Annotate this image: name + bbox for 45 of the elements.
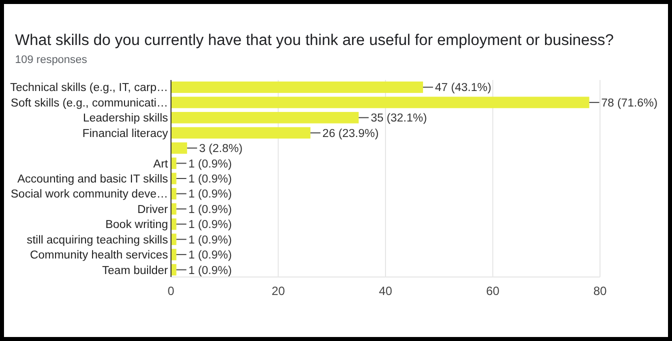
y-tick-label: Book writing: [105, 219, 168, 232]
bar: [171, 172, 176, 184]
data-label: 1 (0.9%): [188, 219, 232, 232]
data-label: 78 (71.6%): [601, 97, 658, 110]
data-label: 1 (0.9%): [188, 188, 232, 201]
bar: [171, 142, 188, 154]
y-tick-label: Team builder: [102, 264, 168, 277]
y-tick-label: Accounting and basic IT skills: [17, 174, 168, 186]
y-tick-label: Community health services: [30, 250, 168, 262]
bar: [171, 158, 176, 169]
bar: [171, 112, 359, 124]
x-tick-label: 60: [486, 284, 500, 298]
bar: [171, 188, 176, 200]
y-tick-label: Driver: [137, 204, 168, 216]
bar: [171, 218, 176, 230]
bar: [171, 264, 176, 276]
bar: [171, 96, 590, 108]
y-tick-label: Technical skills (e.g., IT, carp…: [10, 82, 168, 94]
data-label: 1 (0.9%): [188, 250, 232, 262]
y-tick-label: Leadership skills: [82, 112, 168, 125]
bar: [171, 82, 424, 93]
bar: [171, 203, 176, 215]
bar: [171, 248, 176, 260]
data-label: 26 (23.9%): [322, 128, 379, 140]
data-label: 47 (43.1%): [435, 82, 492, 94]
x-tick-label: 40: [378, 284, 392, 298]
y-tick-label: Art: [153, 158, 169, 170]
data-label: 1 (0.9%): [188, 234, 232, 246]
data-label: 1 (0.9%): [188, 174, 232, 186]
y-tick-label: Soft skills (e.g., communicati…: [10, 97, 168, 110]
data-label: 35 (32.1%): [370, 112, 428, 125]
x-tick-label: 0: [168, 284, 175, 298]
data-label: 1 (0.9%): [188, 204, 232, 216]
data-label: 1 (0.9%): [188, 158, 232, 170]
data-label: 3 (2.8%): [199, 143, 243, 156]
bar: [171, 234, 176, 246]
y-tick-label: Financial literacy: [82, 128, 168, 140]
chart-title: What skills do you currently have that you think are useful for employment or business?: [15, 32, 614, 49]
text: 109 responses: [15, 54, 88, 66]
y-tick-label: still acquiring teaching skills: [26, 234, 168, 246]
data-label: 1 (0.9%): [188, 264, 232, 277]
x-tick-label: 80: [593, 284, 607, 298]
y-tick-label: Social work community deve…: [10, 188, 168, 201]
x-tick-label: 20: [272, 284, 286, 298]
bar: [171, 127, 310, 139]
